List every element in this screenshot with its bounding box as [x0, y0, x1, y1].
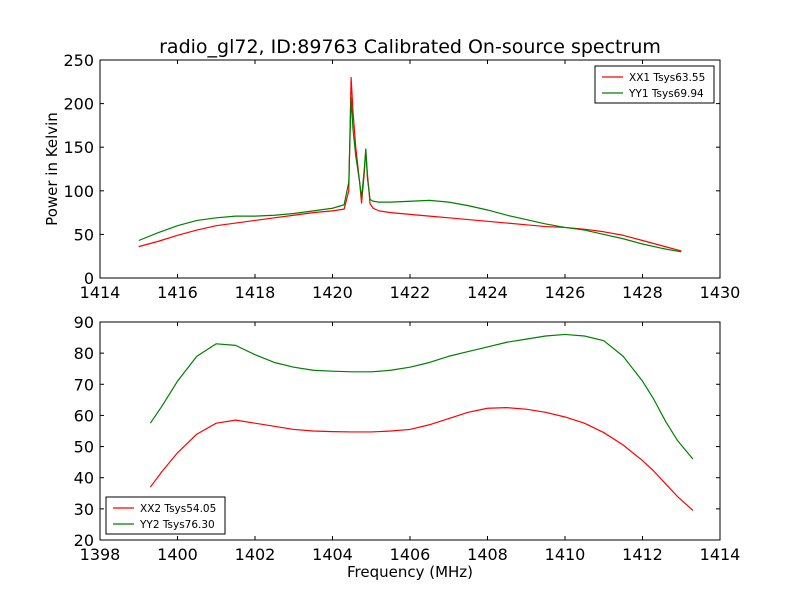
x-tick-label: 1426	[545, 283, 586, 302]
y-tick-label: 80	[74, 344, 94, 363]
x-axis-label: Frequency (MHz)	[347, 563, 473, 581]
y-tick-label: 100	[63, 182, 94, 201]
legend: XX1 Tsys63.55 YY1 Tsys69.94	[594, 65, 715, 104]
x-tick-label: 1428	[622, 283, 663, 302]
y-tick-label: 20	[74, 531, 94, 550]
y-tick-label: 90	[74, 313, 94, 332]
y-tick-label: 200	[63, 95, 94, 114]
legend-entry: XX1 Tsys63.55	[629, 72, 705, 84]
x-tick-label: 1398	[80, 545, 121, 564]
x-tick-label: 1424	[467, 283, 508, 302]
x-tick-label: 1420	[312, 283, 353, 302]
legend: XX2 Tsys54.05 YY2 Tsys76.30	[105, 496, 226, 535]
chart-title: radio_gl72, ID:89763 Calibrated On-sourc…	[159, 36, 661, 58]
legend-box	[105, 496, 226, 535]
x-tick-label: 1400	[157, 545, 198, 564]
x-tick-label: 1408	[467, 545, 508, 564]
series-line-2	[138, 96, 682, 253]
x-tick-label: 1418	[235, 283, 276, 302]
x-tick-label: 1406	[390, 545, 431, 564]
y-tick-label: 50	[74, 225, 94, 244]
y-tick-label: 70	[74, 375, 94, 394]
y-tick-label: 150	[63, 138, 94, 157]
y-tick-label: 0	[84, 269, 94, 288]
x-tick-label: 1416	[157, 283, 198, 302]
y-tick-label: 50	[74, 438, 94, 457]
series-line-1	[149, 407, 694, 511]
legend-entry: XX2 Tsys54.05	[140, 503, 216, 515]
legend-entry: YY2 Tsys76.30	[139, 519, 215, 531]
x-tick-label: 1404	[312, 545, 353, 564]
y-tick-label: 250	[63, 51, 94, 70]
top-panel: 1414 1416 1418 1420 1422 1424 1426 1428 1430 0 50 1…	[43, 51, 740, 302]
x-tick-label: 1422	[390, 283, 431, 302]
y-axis-label: Power in Kelvin	[43, 112, 61, 226]
bottom-panel: 1398 1400 1402 1404 1406 1408 1410 1412 1414 20 30…	[74, 313, 741, 581]
x-tick-label: 1414	[700, 545, 741, 564]
y-tick-label: 30	[74, 500, 94, 519]
legend-box	[594, 65, 715, 104]
x-tick-label: 1430	[700, 283, 741, 302]
y-tick-label: 60	[74, 406, 94, 425]
x-tick-label: 1414	[80, 283, 121, 302]
legend-entry: YY1 Tsys69.94	[628, 88, 704, 100]
series-line-2	[149, 333, 694, 460]
y-tick-label: 40	[74, 469, 94, 488]
x-tick-label: 1412	[622, 545, 663, 564]
x-tick-label: 1402	[235, 545, 276, 564]
x-tick-label: 1410	[545, 545, 586, 564]
